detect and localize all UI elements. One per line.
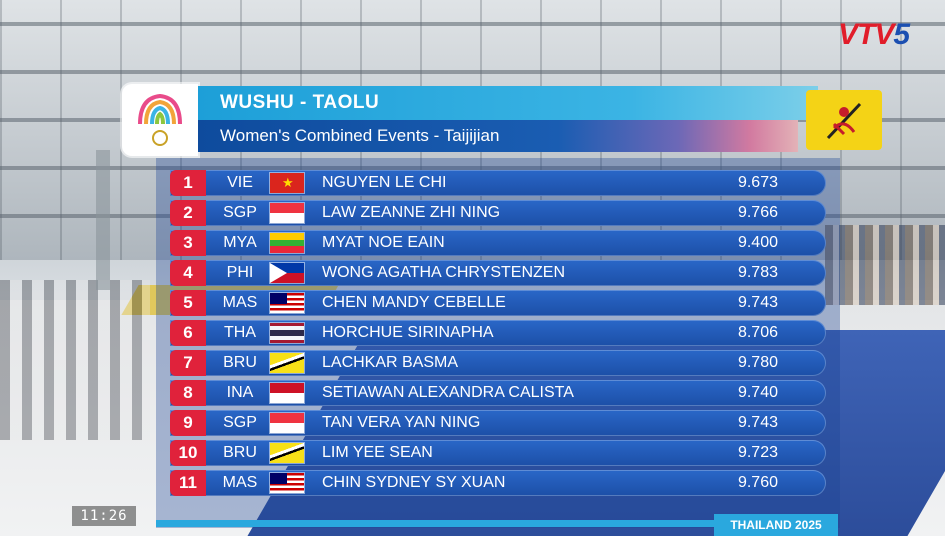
rank-badge: 6 [170, 320, 206, 346]
athlete-score: 9.723 [737, 444, 778, 461]
event-title-bar: Women's Combined Events - Taijijian [198, 120, 798, 152]
athlete-name: LIM YEE SEAN [322, 444, 433, 461]
result-row: 10 BRU LIM YEE SEAN 9.723 [170, 440, 826, 466]
games-tag: THAILAND 2025 [714, 514, 838, 536]
athlete-score: 8.706 [737, 324, 778, 341]
athlete-name: MYAT NOE EAIN [322, 234, 445, 251]
athlete-name: CHEN MANDY CEBELLE [322, 294, 506, 311]
rank-badge: 2 [170, 200, 206, 226]
athlete-score: 9.760 [737, 474, 778, 491]
athlete-name: LACHKAR BASMA [322, 354, 459, 371]
background-crowd [825, 225, 945, 305]
country-flag-icon [270, 443, 304, 463]
country-code: THA [224, 324, 256, 341]
sport-title: WUSHU - TAOLU [220, 92, 380, 113]
country-flag-icon [270, 293, 304, 313]
country-code: MYA [223, 234, 257, 251]
athlete-name: TAN VERA YAN NING [322, 414, 481, 431]
rank-badge: 3 [170, 230, 206, 256]
result-row: 5 MAS CHEN MANDY CEBELLE 9.743 [170, 290, 826, 316]
athlete-score: 9.783 [737, 264, 778, 281]
rank-badge: 9 [170, 410, 206, 436]
rank-badge: 4 [170, 260, 206, 286]
country-flag-icon [270, 323, 304, 343]
athlete-score: 9.673 [737, 174, 778, 191]
athlete-score: 9.766 [737, 204, 778, 221]
rank-badge: 1 [170, 170, 206, 196]
country-code: SGP [223, 414, 257, 431]
country-code: MAS [222, 294, 258, 311]
country-code: VIE [227, 174, 253, 191]
result-row: 11 MAS CHIN SYDNEY SY XUAN 9.760 [170, 470, 826, 496]
result-row: 4 PHI WONG AGATHA CHRYSTENZEN 9.783 [170, 260, 826, 286]
athlete-name: CHIN SYDNEY SY XUAN [322, 474, 506, 491]
country-code: SGP [223, 204, 257, 221]
background-judges-table [0, 280, 150, 440]
country-flag-icon [270, 263, 304, 283]
country-flag-icon [270, 413, 304, 433]
athlete-name: HORCHUE SIRINAPHA [322, 324, 494, 341]
result-row: 9 SGP TAN VERA YAN NING 9.743 [170, 410, 826, 436]
result-row: 1 VIE ★ NGUYEN LE CHI 9.673 [170, 170, 826, 196]
athlete-score: 9.743 [737, 414, 778, 431]
result-row: 6 THA HORCHUE SIRINAPHA 8.706 [170, 320, 826, 346]
country-code: MAS [222, 474, 258, 491]
result-row: 8 INA SETIAWAN ALEXANDRA CALISTA 9.740 [170, 380, 826, 406]
sport-title-bar: WUSHU - TAOLU [198, 86, 818, 120]
country-flag-icon [270, 203, 304, 223]
result-row: 2 SGP LAW ZEANNE ZHI NING 9.766 [170, 200, 826, 226]
broadcast-clock: 11:26 [72, 506, 136, 526]
channel-logo-number: 5 [893, 18, 910, 51]
sea-games-logo-icon [122, 84, 198, 156]
country-code: BRU [223, 354, 257, 371]
athlete-name: WONG AGATHA CHRYSTENZEN [322, 264, 565, 281]
event-header: WUSHU - TAOLU Women's Combined Events - … [198, 86, 818, 152]
result-row: 7 BRU LACHKAR BASMA 9.780 [170, 350, 826, 376]
country-flag-icon [270, 233, 304, 253]
country-code: BRU [223, 444, 257, 461]
rank-badge: 5 [170, 290, 206, 316]
athlete-score: 9.780 [737, 354, 778, 371]
country-code: PHI [226, 264, 254, 281]
event-title: Women's Combined Events - Taijijian [220, 126, 500, 145]
footer-bar [156, 520, 716, 527]
athlete-name: LAW ZEANNE ZHI NING [322, 204, 501, 221]
country-flag-icon [270, 353, 304, 373]
athlete-score: 9.740 [737, 384, 778, 401]
result-row: 3 MYA MYAT NOE EAIN 9.400 [170, 230, 826, 256]
country-code: INA [226, 384, 254, 401]
athlete-name: NGUYEN LE CHI [322, 174, 447, 191]
channel-logo-prefix: VTV [838, 18, 894, 51]
rank-badge: 8 [170, 380, 206, 406]
athlete-score: 9.400 [737, 234, 778, 251]
rank-badge: 11 [170, 470, 206, 496]
rank-badge: 7 [170, 350, 206, 376]
athlete-score: 9.743 [737, 294, 778, 311]
background-column [96, 150, 110, 290]
wushu-sword-icon [806, 90, 882, 150]
rank-badge: 10 [170, 440, 206, 466]
athlete-name: SETIAWAN ALEXANDRA CALISTA [322, 384, 574, 401]
country-flag-icon [270, 473, 304, 493]
channel-logo: VTV5 [838, 18, 910, 52]
country-flag-icon: ★ [270, 173, 304, 193]
country-flag-icon [270, 383, 304, 403]
